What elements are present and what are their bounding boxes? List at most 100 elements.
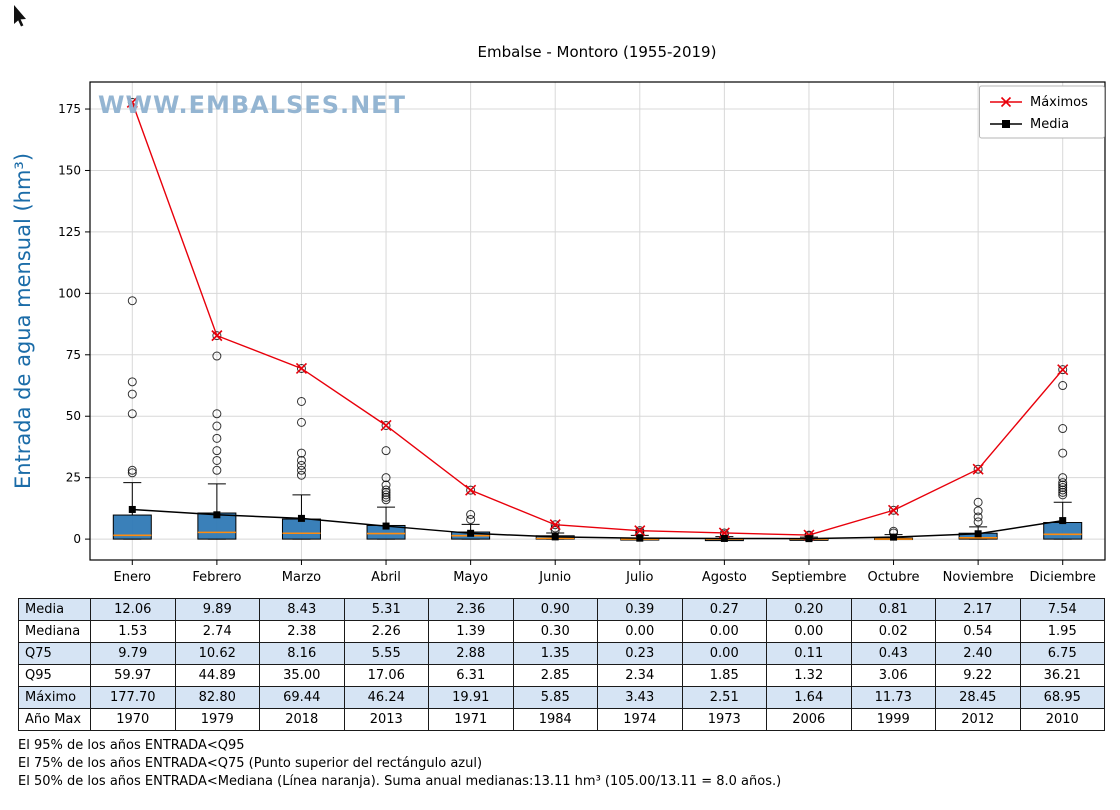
outlier-point [1058,490,1068,500]
outlier-point [466,514,476,524]
table-cell: 59.97 [90,664,176,687]
outlier-point [212,455,222,465]
footnote: El 95% de los años ENTRADA<Q95 [18,738,245,753]
outlier-point [973,506,983,516]
outlier-point [973,512,983,522]
table-cell: 0.11 [766,642,852,665]
outlier-point [889,505,899,515]
row-header: Q75 [18,642,91,665]
table-cell: 1.32 [766,664,852,687]
outlier-point [296,470,306,480]
table-cell: 9.79 [90,642,176,665]
table-cell: 3.43 [597,686,683,709]
footnote: El 75% de los años ENTRADA<Q75 (Punto su… [18,756,483,772]
maximos-x-marker [549,519,561,531]
table-row: Q75 9.79 10.62 8.16 5.55 2.88 1.35 0.23 0.00 0.11… [18,642,1105,665]
row-header: Año Max [18,708,91,731]
outlier-point [973,497,983,507]
outlier-point [381,495,391,505]
table-cell: 1.95 [1019,620,1105,643]
media-square-marker [382,522,390,530]
table-cell: 9.89 [174,598,260,621]
media-square-marker [890,533,898,541]
table-cell: 44.89 [174,664,260,687]
table-cell: 0.00 [766,620,852,643]
table-cell: 28.45 [935,686,1021,709]
x-tick-label: Abril [371,570,401,585]
outlier-point [127,409,137,419]
table-cell: 1.85 [681,664,767,687]
outlier-point [1058,480,1068,490]
table-cell: 0.39 [597,598,683,621]
table-cell: 0.30 [512,620,598,643]
footnotes: El 95% de los años ENTRADA<Q95 El 75% de… [18,737,1120,792]
y-tick-label: 150 [58,163,81,177]
outlier-point [127,377,137,387]
media-square-marker [297,514,305,522]
media-square-marker [974,530,982,538]
outlier-point [381,446,391,456]
table-cell: 12.06 [90,598,176,621]
table-cell: 2006 [766,708,852,731]
table-cell: 11.73 [850,686,936,709]
table-cell: 2.85 [512,664,598,687]
boxplot-box [1043,522,1083,540]
media-square-marker [551,533,559,541]
table-cell: 2.51 [681,686,767,709]
table-cell: 46.24 [343,686,429,709]
table-cell: 0.02 [850,620,936,643]
x-tick-label: Diciembre [1030,570,1096,585]
outlier-point [1058,365,1068,375]
table-cell: 2013 [343,708,429,731]
x-tick-label: Mayo [453,570,488,585]
maximos-x-marker [465,484,477,496]
y-tick-label: 100 [58,286,81,300]
maximos-x-marker [211,330,223,342]
legend-maximos-x-icon [1000,96,1012,108]
outlier-point [127,296,137,306]
outlier-point [296,448,306,458]
table-row: Q95 59.97 44.89 35.00 17.06 6.31 2.85 2.34 1.85 1… [18,664,1105,687]
table-cell: 5.31 [343,598,429,621]
table-cell: 5.55 [343,642,429,665]
outlier-point [296,363,306,373]
table-cell: 2.26 [343,620,429,643]
outlier-point [1058,424,1068,434]
outlier-point [296,396,306,406]
outlier-point [212,446,222,456]
outlier-point [466,510,476,520]
table-cell: 10.62 [174,642,260,665]
outlier-point [1058,483,1068,493]
table-cell: 2.74 [174,620,260,643]
x-tick-label: Enero [114,570,152,585]
table-cell: 2.34 [597,664,683,687]
table-cell: 2012 [935,708,1021,731]
chart-layer: 0 25 50 75 100 125 150 175 Enero Febrero Marzo Abri… [58,81,1106,585]
table-cell: 2010 [1019,708,1105,731]
boxplot-box [281,518,321,540]
outlier-point [381,492,391,502]
mouse-cursor-icon [14,5,26,27]
legend: Máximos Media [979,85,1105,139]
outlier-point [212,421,222,431]
table-cell: 3.06 [850,664,936,687]
outlier-point [1058,448,1068,458]
outlier-point [127,468,137,478]
x-tick-label: Octubre [868,570,920,585]
x-tick-label: Junio [538,570,571,585]
outlier-point [973,517,983,527]
legend-label-media: Media [1030,117,1069,132]
legend-box [979,85,1105,139]
outlier-point [212,331,222,341]
y-tick-label: 75 [66,348,81,362]
row-header: Media [18,598,91,621]
table-cell: 0.23 [597,642,683,665]
outlier-point [466,485,476,495]
outlier-point [1058,485,1068,495]
media-square-marker [636,534,644,542]
maximos-x-marker [380,419,392,432]
x-tick-label: Julio [625,570,653,585]
table-cell: 2.36 [428,598,514,621]
maximos-line [131,102,1064,536]
table-cell: 5.85 [512,686,598,709]
